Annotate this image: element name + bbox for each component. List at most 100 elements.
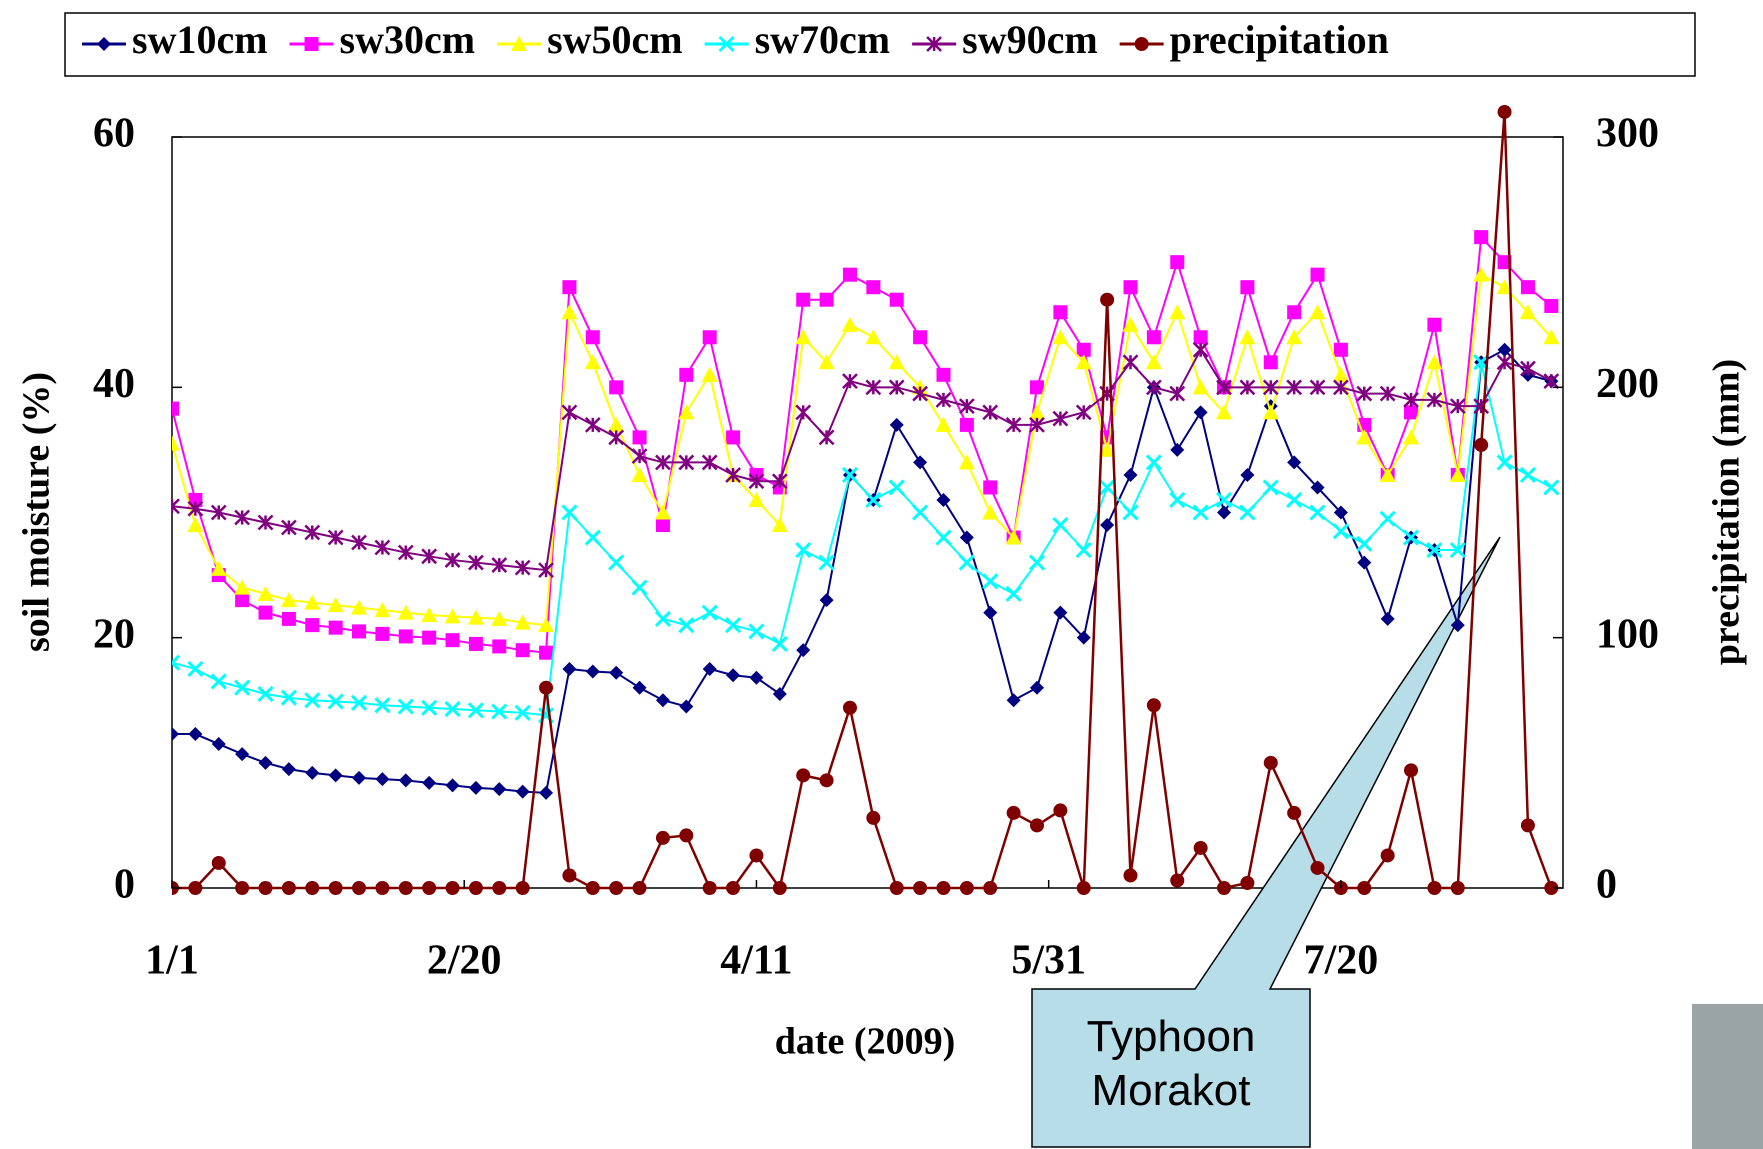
data-point	[841, 466, 859, 484]
data-point	[281, 611, 296, 626]
data-point	[1005, 529, 1022, 545]
data-point	[257, 685, 274, 703]
data-point	[654, 504, 671, 520]
data-point	[771, 517, 788, 533]
data-point	[679, 699, 694, 714]
data-point	[492, 639, 507, 654]
data-point	[1029, 680, 1044, 695]
legend-label: sw10cm	[132, 17, 268, 62]
data-point	[1053, 605, 1068, 620]
data-point	[1170, 873, 1185, 888]
legend-marker	[718, 35, 735, 53]
data-point	[936, 492, 951, 507]
data-point	[1193, 330, 1208, 345]
data-point	[210, 560, 227, 576]
data-point	[444, 552, 461, 568]
data-point	[304, 692, 321, 709]
data-point	[913, 330, 928, 345]
data-point	[865, 329, 882, 345]
data-point	[1052, 516, 1069, 534]
data-point	[1380, 848, 1395, 863]
data-point	[1263, 755, 1278, 770]
data-point	[172, 498, 180, 515]
series-line	[172, 348, 1552, 794]
data-point	[1262, 404, 1279, 420]
y-axis-title: soil moisture (%)	[16, 372, 58, 652]
data-point	[1028, 554, 1046, 571]
data-point	[796, 292, 811, 307]
data-point	[1170, 255, 1185, 270]
data-point	[631, 466, 648, 482]
data-point	[1309, 504, 1326, 521]
data-point	[305, 765, 320, 780]
data-point	[188, 881, 203, 895]
data-point	[1029, 416, 1045, 433]
data-point	[818, 554, 835, 571]
data-point	[235, 593, 250, 608]
legend-label: sw50cm	[547, 17, 683, 62]
data-point	[865, 379, 882, 396]
series-line	[172, 362, 1552, 717]
data-point	[280, 592, 297, 608]
data-point	[562, 661, 577, 676]
data-point	[1169, 304, 1186, 320]
data-point	[187, 500, 204, 517]
data-point	[491, 703, 508, 720]
data-point	[1146, 698, 1161, 713]
data-point	[1379, 466, 1396, 482]
data-point	[1287, 305, 1302, 320]
data-point	[1309, 379, 1326, 396]
data-point	[748, 491, 765, 507]
data-point	[304, 594, 321, 610]
data-point	[701, 604, 718, 621]
data-point	[1169, 491, 1186, 509]
data-point	[1053, 305, 1068, 320]
data-point	[983, 605, 998, 620]
data-point	[305, 881, 320, 895]
data-point	[1028, 404, 1045, 420]
data-point	[398, 881, 413, 895]
data-point	[538, 562, 554, 578]
data-point	[1473, 266, 1490, 282]
y2-axis-title: precipitation (mm)	[1706, 359, 1748, 665]
data-point	[397, 698, 414, 715]
data-point	[1122, 354, 1139, 371]
data-point	[538, 617, 555, 633]
data-point	[1122, 504, 1139, 521]
data-point	[1216, 379, 1232, 396]
data-point	[866, 280, 881, 295]
x-tick-label: 1/1	[145, 938, 199, 984]
data-point	[1496, 454, 1513, 471]
data-point	[421, 699, 438, 716]
photo-fragment	[1692, 1004, 1763, 1149]
data-point	[1426, 541, 1443, 559]
data-point	[935, 391, 952, 408]
data-point	[608, 554, 625, 571]
legend-label: precipitation	[1170, 17, 1389, 62]
data-point	[444, 700, 461, 718]
data-point	[912, 385, 928, 402]
data-point	[562, 280, 577, 295]
data-point	[1497, 255, 1512, 270]
data-point	[375, 881, 390, 895]
data-point	[1497, 342, 1512, 357]
data-point	[958, 398, 975, 414]
data-point	[772, 881, 787, 895]
data-point	[235, 747, 250, 762]
data-point	[172, 727, 179, 742]
data-point	[187, 517, 204, 533]
data-point	[841, 316, 858, 332]
data-point	[1240, 875, 1255, 890]
data-point	[982, 573, 999, 590]
data-point	[398, 773, 413, 788]
y2-tick-label: 200	[1596, 361, 1659, 407]
data-point	[515, 784, 530, 799]
data-point	[172, 401, 179, 416]
data-point	[1310, 480, 1325, 495]
data-point	[234, 579, 251, 595]
data-point	[1262, 379, 1279, 396]
callout	[1031, 536, 1501, 1148]
data-point	[842, 373, 858, 389]
data-point	[842, 267, 857, 282]
